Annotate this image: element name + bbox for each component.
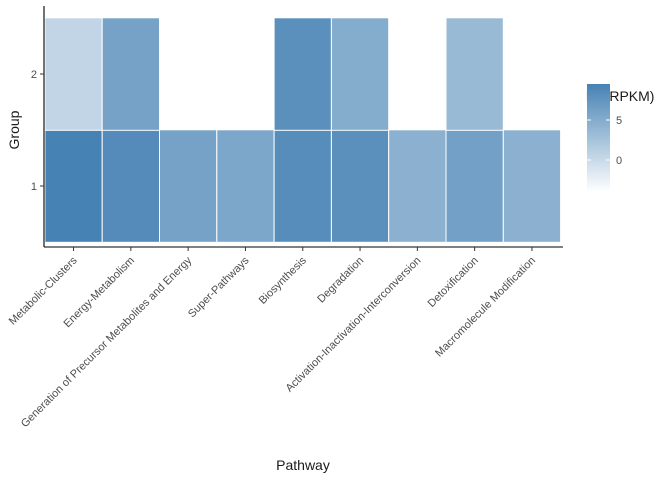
heatmap-cell (388, 129, 447, 243)
legend-tick-label: 5 (616, 115, 622, 127)
legend: log(RPKM) 05 (586, 84, 654, 192)
x-tick-label: Super-Pathways (186, 254, 252, 320)
x-tick-label: Degradation (315, 255, 366, 306)
heatmap-cell (101, 129, 160, 243)
heatmap-cell (330, 17, 390, 131)
heatmap-cell (273, 129, 332, 243)
y-tick-label: 1 (31, 181, 37, 193)
heatmap-cells (44, 17, 562, 243)
heatmap-cell (273, 17, 332, 131)
heatmap-cell (502, 129, 562, 243)
heatmap-cell (445, 129, 504, 243)
y-ticks: 12 (31, 69, 44, 193)
heatmap-cell (159, 129, 218, 243)
heatmap-cell (445, 17, 504, 131)
legend-tick-label: 0 (616, 155, 622, 167)
legend-ticks: 05 (587, 115, 622, 167)
x-tick-label: Macromolecule Modification (433, 255, 538, 360)
heatmap-cell (44, 17, 103, 131)
legend-colorbar (587, 84, 610, 192)
x-ticks: Metabolic-ClustersEnergy-MetabolismGener… (7, 247, 538, 430)
heatmap-cell (44, 129, 103, 243)
heatmap-cell (216, 129, 275, 243)
y-axis-title: Group (6, 110, 22, 149)
heatmap-cell (330, 129, 390, 243)
x-tick-label: Biosynthesis (257, 254, 310, 307)
heatmap-cell (101, 17, 160, 131)
x-tick-label: Detoxification (426, 255, 481, 310)
x-axis-title: Pathway (276, 457, 330, 473)
y-tick-label: 2 (31, 69, 37, 81)
